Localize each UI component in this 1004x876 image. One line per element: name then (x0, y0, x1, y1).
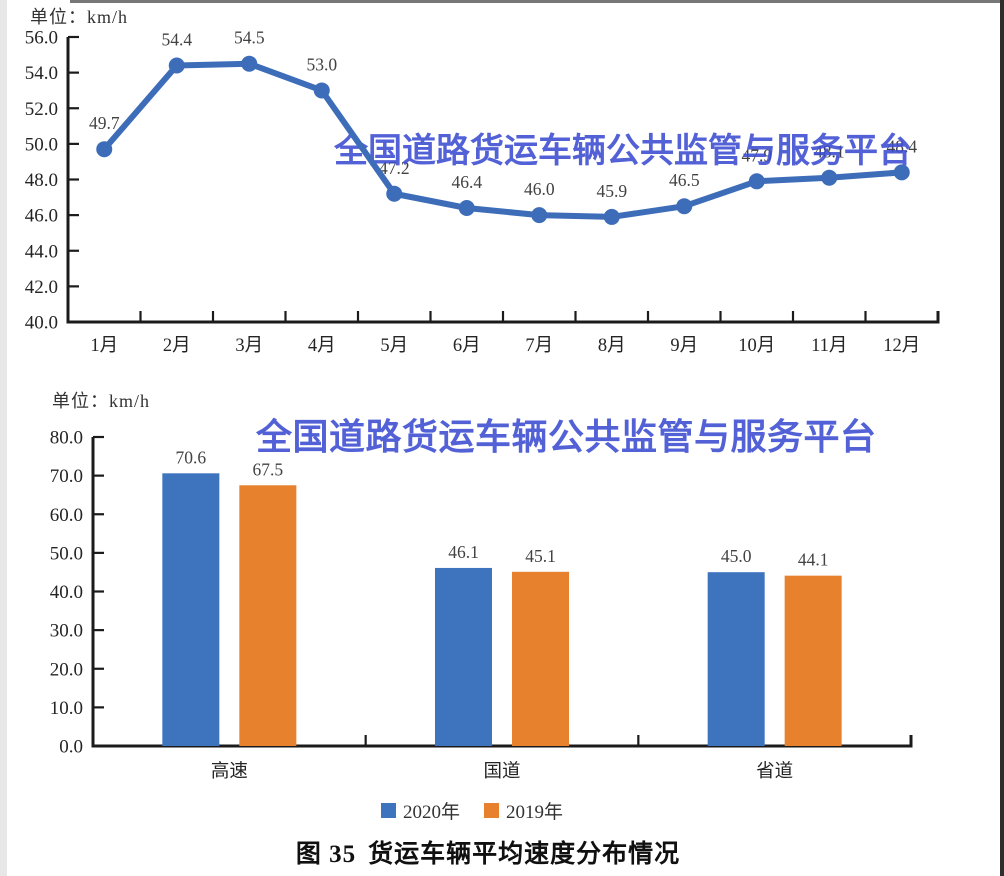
bar-2019年-省道 (784, 575, 842, 746)
y-axis-label: 30.0 (50, 621, 83, 642)
page-left-edge (0, 0, 7, 876)
legend-label-2019: 2019年 (506, 802, 564, 823)
point-value-label: 46.4 (451, 172, 482, 192)
category-label: 国道 (483, 761, 520, 782)
y-axis-label: 42.0 (25, 277, 58, 298)
bar-2019年-国道 (512, 571, 569, 746)
bar-chart-canvas: 0.0 10.0 20.0 30.0 40.0 50.0 60.0 70.0 80.0 高速 70.… (50, 428, 913, 782)
bar-2020年-国道 (435, 567, 492, 746)
month-label: 8月 (598, 336, 626, 356)
bar-2019年-高速 (239, 485, 297, 746)
watermark-top: 全国道路货运车辆公共监管与服务平台 (334, 132, 912, 170)
point-value-label: 54.4 (161, 30, 192, 50)
watermark-bottom: 全国道路货运车辆公共监管与服务平台 (256, 416, 877, 457)
figure-number: 图 35 (295, 841, 357, 868)
legend-swatch-2019-icon (484, 803, 499, 818)
bar-value-label: 67.5 (253, 459, 284, 479)
point-value-label: 46.5 (669, 170, 700, 190)
y-axis-label: 70.0 (50, 466, 83, 487)
bar-value-label: 46.1 (448, 542, 479, 562)
y-axis-label: 50.0 (50, 543, 83, 564)
month-label: 4月 (308, 336, 336, 356)
bar-2020年-高速 (162, 473, 220, 746)
y-axis-label: 48.0 (25, 170, 58, 191)
month-label: 12月 (883, 336, 920, 356)
category-label: 高速 (211, 761, 248, 782)
y-axis-label: 50.0 (25, 134, 58, 155)
page-right-edge (1000, 0, 1004, 876)
y-axis-label: 20.0 (50, 659, 83, 680)
month-label: 10月 (738, 336, 775, 356)
line-chart-canvas: 40.0 42.0 44.0 46.0 48.0 50.0 52.0 54.0 56.0 1月 2月… (25, 28, 940, 356)
bar-value-label: 45.1 (525, 546, 556, 566)
y-axis-label: 44.0 (25, 241, 58, 262)
month-label: 5月 (380, 336, 408, 356)
bar-value-label: 70.6 (176, 447, 207, 467)
y-axis-label: 10.0 (50, 698, 83, 719)
point-value-label: 46.0 (524, 179, 555, 199)
bar-value-label: 45.0 (721, 546, 752, 566)
month-label: 3月 (235, 336, 263, 356)
figure-title: 货运车辆平均速度分布情况 (368, 841, 681, 868)
legend-swatch-2020-icon (380, 803, 396, 818)
page-top-edge (70, 0, 1004, 3)
y-axis-label: 60.0 (50, 505, 83, 526)
legend-item-2019: 2019年 (484, 797, 563, 824)
point-value-label: 45.9 (596, 181, 627, 201)
figure-caption: 图 35 货运车辆平均速度分布情况 (0, 834, 990, 870)
bar-chart-unit-label: 单位：km/h (52, 391, 151, 411)
line-chart-unit-label: 单位：km/h (30, 7, 129, 27)
bar-value-label: 44.1 (798, 550, 829, 570)
point-value-label: 54.5 (234, 28, 265, 48)
point-value-label: 53.0 (306, 54, 337, 74)
category-label: 省道 (756, 761, 793, 782)
y-axis-label: 54.0 (25, 63, 58, 84)
month-label: 6月 (453, 336, 481, 356)
legend-label-2020: 2020年 (402, 802, 460, 823)
y-axis-label: 0.0 (59, 737, 83, 758)
month-label: 2月 (163, 336, 191, 356)
line-chart-axes (66, 37, 940, 324)
y-axis-label: 80.0 (50, 428, 83, 449)
y-axis-label: 52.0 (25, 99, 58, 120)
point-value-label: 49.7 (89, 113, 120, 133)
month-label: 1月 (90, 336, 118, 356)
y-axis-label: 56.0 (25, 28, 58, 49)
y-axis-label: 40.0 (25, 313, 58, 334)
bar-chart-legend: 2020年 2019年 (0, 797, 974, 824)
month-label: 9月 (670, 336, 698, 356)
y-axis-label: 46.0 (25, 206, 58, 227)
month-label: 7月 (525, 336, 553, 356)
legend-item-2020: 2020年 (380, 797, 460, 824)
y-axis-label: 40.0 (50, 582, 83, 603)
bar-2020年-省道 (707, 572, 765, 746)
month-label: 11月 (811, 336, 847, 356)
